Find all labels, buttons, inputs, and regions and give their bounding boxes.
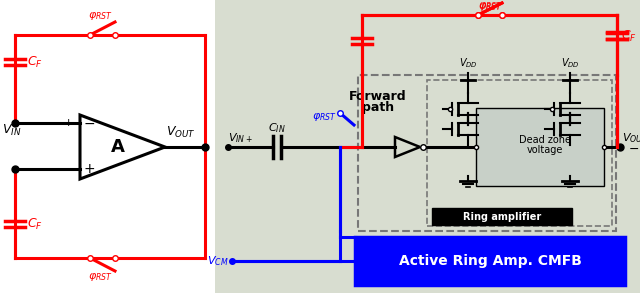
Text: Active Ring Amp. CMFB: Active Ring Amp. CMFB — [399, 254, 581, 268]
Text: $C_F$: $C_F$ — [621, 28, 637, 44]
Text: $V_{DD}$: $V_{DD}$ — [561, 56, 579, 70]
FancyBboxPatch shape — [215, 0, 640, 293]
Text: $+$: $+$ — [83, 162, 95, 176]
Text: $-$: $-$ — [628, 142, 639, 154]
Text: $C_F$: $C_F$ — [27, 217, 43, 231]
Text: Dead zone: Dead zone — [519, 135, 571, 145]
FancyBboxPatch shape — [355, 237, 625, 285]
Text: $\varphi_{RST}$: $\varphi_{RST}$ — [88, 10, 113, 22]
Text: $\varphi_{RST}$: $\varphi_{RST}$ — [88, 271, 113, 283]
Text: $+$: $+$ — [63, 117, 73, 129]
Text: $C_{IN}$: $C_{IN}$ — [268, 121, 286, 135]
Text: $V_{CM}$: $V_{CM}$ — [207, 254, 229, 268]
Text: $\varphi_{RST}$: $\varphi_{RST}$ — [312, 111, 337, 123]
Text: voltage: voltage — [527, 145, 563, 155]
Text: $V_{IN+}$: $V_{IN+}$ — [228, 131, 253, 145]
Text: $C_F$: $C_F$ — [27, 54, 43, 69]
Text: $V_{OUT}$: $V_{OUT}$ — [166, 125, 196, 140]
Text: $V_{OUT}$: $V_{OUT}$ — [622, 131, 640, 145]
FancyBboxPatch shape — [476, 108, 604, 186]
Text: $-$: $-$ — [83, 116, 95, 130]
Text: A: A — [111, 138, 125, 156]
Text: $-$: $-$ — [63, 164, 73, 174]
FancyBboxPatch shape — [432, 208, 572, 225]
Text: $\varphi_{RST}$: $\varphi_{RST}$ — [477, 1, 502, 13]
Text: $V_{DD}$: $V_{DD}$ — [459, 56, 477, 70]
Text: Ring amplifier: Ring amplifier — [463, 212, 541, 222]
Text: $V_{IN}$: $V_{IN}$ — [2, 123, 22, 138]
Text: Forward: Forward — [349, 89, 407, 103]
Text: $\varphi_{RST}$: $\varphi_{RST}$ — [477, 0, 502, 12]
Text: path: path — [362, 101, 394, 115]
